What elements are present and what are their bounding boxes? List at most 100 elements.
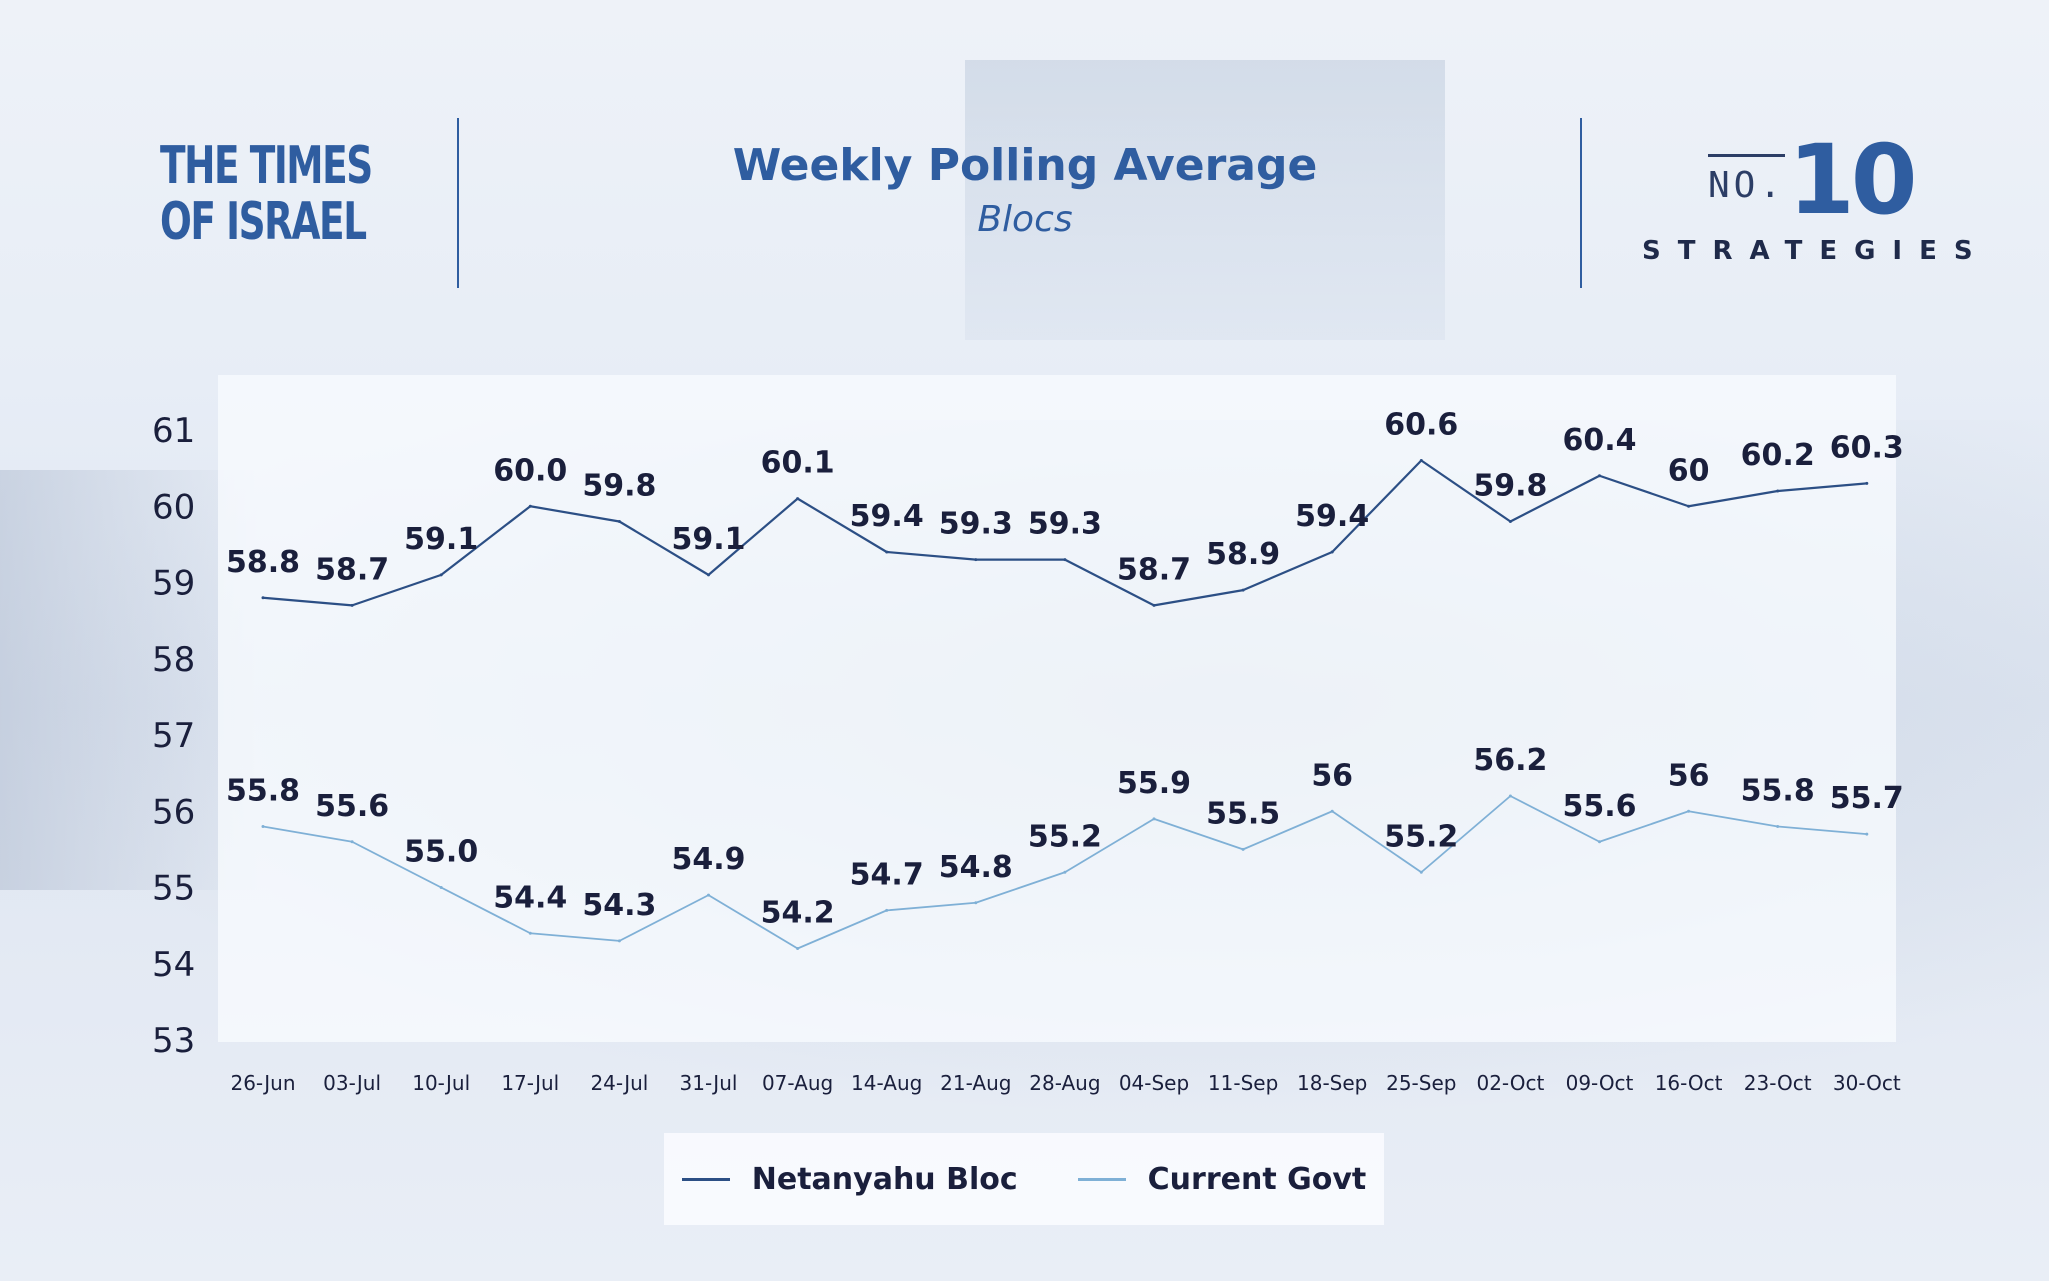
x-tick-label: 21-Aug: [940, 1071, 1011, 1095]
data-point-netanyahu-bloc: [1687, 504, 1691, 508]
data-point-current-govt: [528, 931, 532, 935]
data-point-netanyahu-bloc: [885, 550, 889, 554]
data-point-current-govt: [1598, 840, 1601, 844]
data-point-current-govt: [1508, 794, 1512, 798]
data-label-netanyahu-bloc: 60.6: [1384, 408, 1458, 443]
x-tick-label: 16-Oct: [1655, 1071, 1723, 1095]
x-tick-label: 17-Jul: [501, 1071, 559, 1095]
data-point-netanyahu-bloc: [1241, 588, 1245, 592]
data-point-current-govt: [1776, 825, 1780, 828]
data-label-current-govt: 55.8: [226, 774, 300, 809]
legend: Netanyahu Bloc Current Govt: [664, 1133, 1384, 1225]
data-label-netanyahu-bloc: 58.8: [226, 545, 300, 580]
legend-swatch-netanyahu-bloc: [681, 1177, 730, 1181]
plot-area: [218, 375, 1896, 1042]
data-point-current-govt: [796, 947, 800, 950]
brand-number: 10: [1788, 124, 1918, 236]
data-label-netanyahu-bloc: 58.9: [1206, 537, 1280, 572]
data-label-netanyahu-bloc: 58.7: [1117, 552, 1191, 587]
y-tick-label: 57: [152, 716, 195, 756]
x-tick-label: 28-Aug: [1029, 1071, 1100, 1095]
data-label-current-govt: 55.9: [1117, 766, 1191, 801]
data-point-current-govt: [1419, 870, 1423, 874]
data-point-netanyahu-bloc: [439, 573, 443, 577]
x-tick-label: 09-Oct: [1566, 1071, 1634, 1095]
legend-label-netanyahu-bloc: Netanyahu Bloc: [751, 1161, 1018, 1197]
data-label-current-govt: 54.8: [939, 850, 1013, 885]
data-point-netanyahu-bloc: [1865, 481, 1869, 485]
data-point-netanyahu-bloc: [1776, 489, 1780, 493]
data-label-netanyahu-bloc: 59.1: [404, 522, 478, 557]
data-point-current-govt: [1865, 832, 1869, 836]
y-tick-label: 56: [152, 792, 195, 832]
x-tick-label: 26-Jun: [230, 1071, 295, 1095]
legend-swatch-current-govt: [1077, 1177, 1126, 1181]
data-point-netanyahu-bloc: [617, 520, 621, 523]
data-label-netanyahu-bloc: 60: [1668, 453, 1710, 488]
data-label-netanyahu-bloc: 60.2: [1741, 438, 1815, 473]
data-label-current-govt: 55.2: [1028, 819, 1102, 854]
data-point-netanyahu-bloc: [261, 596, 265, 600]
x-tick-label: 04-Sep: [1119, 1071, 1189, 1095]
data-point-netanyahu-bloc: [1330, 550, 1334, 554]
data-point-current-govt: [974, 901, 978, 905]
data-label-current-govt: 56.2: [1473, 743, 1547, 778]
x-tick-label: 18-Sep: [1297, 1071, 1367, 1095]
x-tick-label: 25-Sep: [1386, 1071, 1456, 1095]
data-label-current-govt: 55.6: [1562, 789, 1636, 824]
data-label-netanyahu-bloc: 59.4: [1295, 499, 1369, 534]
x-tick-label: 02-Oct: [1476, 1071, 1544, 1095]
data-point-current-govt: [1063, 870, 1067, 874]
data-point-netanyahu-bloc: [707, 573, 710, 577]
legend-label-current-govt: Current Govt: [1147, 1161, 1367, 1197]
data-label-current-govt: 56: [1311, 758, 1353, 793]
data-label-netanyahu-bloc: 60.0: [493, 453, 567, 488]
data-point-current-govt: [617, 939, 621, 943]
data-label-current-govt: 55.7: [1830, 781, 1904, 816]
data-label-current-govt: 54.2: [761, 896, 835, 931]
y-tick-label: 55: [152, 869, 195, 909]
y-tick-label: 61: [152, 411, 195, 451]
data-label-netanyahu-bloc: 60.1: [761, 446, 835, 481]
data-label-current-govt: 55.5: [1206, 796, 1280, 831]
data-point-current-govt: [1687, 809, 1691, 813]
data-label-current-govt: 55.0: [404, 835, 478, 870]
y-tick-label: 59: [152, 564, 195, 604]
x-tick-label: 14-Aug: [851, 1071, 922, 1095]
data-label-current-govt: 55.8: [1741, 774, 1815, 809]
x-tick-label: 31-Jul: [680, 1071, 738, 1095]
data-label-current-govt: 56: [1668, 758, 1710, 793]
data-point-netanyahu-bloc: [796, 497, 800, 501]
data-label-current-govt: 55.6: [315, 789, 389, 824]
header-divider-right: [1580, 118, 1582, 288]
data-point-current-govt: [261, 825, 265, 828]
data-point-netanyahu-bloc: [974, 558, 978, 562]
data-point-current-govt: [707, 893, 710, 897]
data-point-netanyahu-bloc: [1063, 558, 1067, 562]
x-tick-label: 10-Jul: [412, 1071, 470, 1095]
data-point-netanyahu-bloc: [350, 603, 354, 607]
data-point-netanyahu-bloc: [1598, 474, 1601, 478]
data-label-netanyahu-bloc: 59.3: [939, 507, 1013, 542]
data-label-netanyahu-bloc: 59.8: [582, 469, 656, 504]
brand-no: NO.: [1708, 154, 1786, 207]
legend-item-current-govt: Current Govt: [1077, 1161, 1367, 1197]
data-point-netanyahu-bloc: [1152, 603, 1156, 607]
data-label-current-govt: 54.4: [493, 880, 567, 915]
data-label-netanyahu-bloc: 59.8: [1473, 469, 1547, 504]
brand-word: STRATEGIES: [1642, 236, 1990, 266]
x-tick-label: 11-Sep: [1208, 1071, 1278, 1095]
title-block: Weekly Polling Average Blocs: [580, 140, 1470, 240]
x-tick-label: 07-Aug: [762, 1071, 833, 1095]
data-point-current-govt: [1241, 847, 1245, 851]
data-label-current-govt: 54.7: [850, 857, 924, 892]
header-divider-left: [457, 118, 459, 288]
x-tick-label: 23-Oct: [1744, 1071, 1812, 1095]
data-point-current-govt: [1330, 809, 1334, 813]
data-label-netanyahu-bloc: 58.7: [315, 552, 389, 587]
chart-title: Weekly Polling Average: [732, 140, 1318, 191]
data-label-netanyahu-bloc: 59.3: [1028, 507, 1102, 542]
data-label-current-govt: 54.3: [582, 888, 656, 923]
y-tick-label: 53: [152, 1021, 195, 1061]
